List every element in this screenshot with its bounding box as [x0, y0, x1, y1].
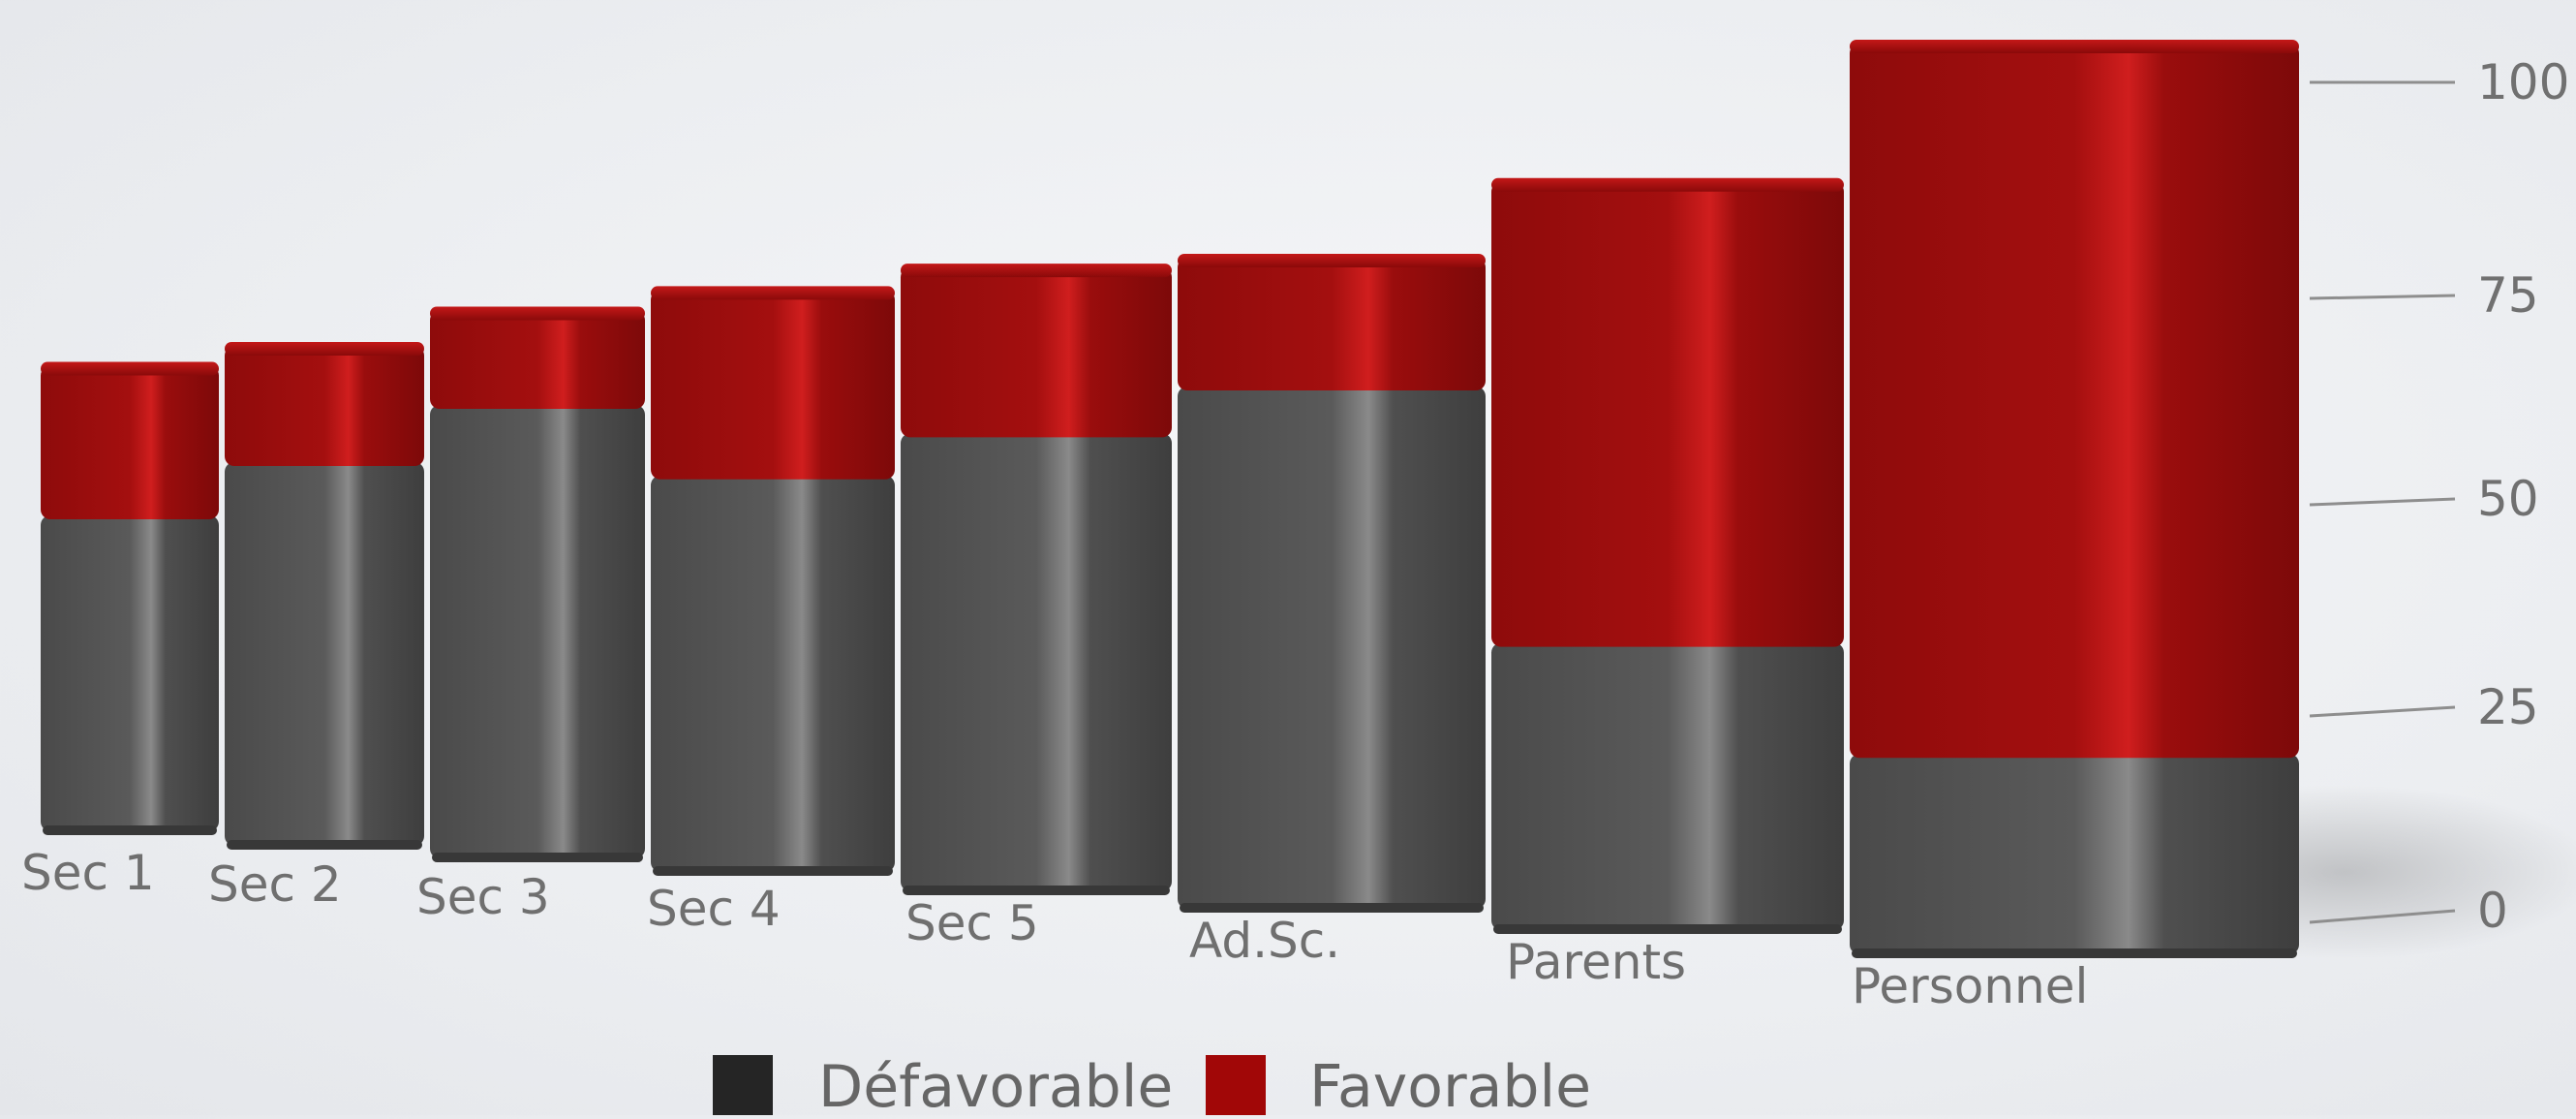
bar-cap-sec-4 — [651, 286, 895, 300]
bar-foot-sec-4 — [653, 866, 893, 876]
bar-cap-ad-sc — [1178, 254, 1486, 267]
bar-favorable-personnel — [1850, 44, 2299, 759]
y-axis: 0 25 50 75 100 — [2309, 54, 2569, 939]
bar-cap-personnel — [1850, 40, 2299, 53]
bar-favorable-sec-5 — [901, 267, 1172, 438]
x-tick-label-sec-2: Sec 2 — [208, 856, 342, 913]
legend-label-defavorable: Défavorable — [818, 1053, 1173, 1115]
bar-favorable-sec-3 — [430, 310, 645, 409]
y-tick-line-0 — [2309, 909, 2456, 924]
bar-group-sec-4 — [651, 286, 895, 876]
x-tick-label-sec-3: Sec 3 — [416, 869, 550, 925]
y-tick-line-50 — [2309, 497, 2456, 507]
y-tick-line-25 — [2309, 705, 2456, 718]
y-tick-label-50: 50 — [2477, 471, 2539, 527]
bar-cap-sec-5 — [901, 264, 1172, 278]
bar-favorable-sec-1 — [41, 365, 219, 519]
bar-group-sec-2 — [225, 342, 424, 850]
bars-layer — [41, 40, 2576, 959]
bar-group-sec-1 — [41, 361, 219, 835]
bar-cap-sec-1 — [41, 361, 219, 376]
x-tick-label-ad-sc: Ad.Sc. — [1189, 913, 1340, 969]
bar-cap-sec-2 — [225, 342, 424, 356]
legend-swatch-favorable — [1206, 1055, 1266, 1115]
bar-cap-sec-3 — [430, 306, 645, 321]
y-tick-label-0: 0 — [2477, 883, 2508, 939]
bar-foot-sec-1 — [43, 825, 217, 835]
bar-foot-sec-5 — [903, 886, 1170, 895]
y-tick-label-25: 25 — [2477, 679, 2539, 735]
x-tick-label-parents: Parents — [1506, 934, 1686, 990]
bar-defavorable-parents — [1491, 642, 1844, 930]
bar-foot-parents — [1493, 924, 1842, 934]
bar-defavorable-sec-2 — [225, 462, 424, 846]
bar-favorable-parents — [1491, 181, 1844, 647]
bar-defavorable-ad-sc — [1178, 387, 1486, 909]
bar-defavorable-personnel — [1850, 754, 2299, 954]
bar-favorable-sec-2 — [225, 346, 424, 466]
bar-foot-personnel — [1852, 948, 2297, 958]
x-tick-label-sec-5: Sec 5 — [905, 895, 1039, 951]
bar-defavorable-sec-3 — [430, 405, 645, 858]
bar-foot-sec-2 — [227, 840, 422, 850]
x-tick-label-sec-1: Sec 1 — [21, 845, 155, 901]
bar-defavorable-sec-1 — [41, 514, 219, 831]
y-tick-label-100: 100 — [2477, 54, 2569, 110]
bar-defavorable-sec-4 — [651, 475, 895, 872]
bar-group-sec-5 — [901, 264, 1172, 895]
bar-foot-sec-3 — [432, 853, 643, 862]
x-tick-label-sec-4: Sec 4 — [647, 881, 781, 937]
bar-favorable-ad-sc — [1178, 258, 1486, 390]
category-labels: Sec 1 Sec 2 Sec 3 Sec 4 Sec 5 Ad.Sc. Parents Pe… — [21, 845, 2088, 1014]
y-tick-label-75: 75 — [2477, 267, 2539, 324]
bar-favorable-sec-4 — [651, 290, 895, 480]
bar-group-ad-sc — [1178, 254, 1486, 913]
legend-label-favorable: Favorable — [1309, 1053, 1591, 1115]
x-tick-label-personnel: Personnel — [1852, 958, 2088, 1014]
bar-defavorable-sec-5 — [901, 433, 1172, 891]
bar-cap-parents — [1491, 177, 1844, 192]
legend: Défavorable Favorable — [713, 1053, 1591, 1119]
legend-swatch-defavorable — [713, 1055, 773, 1115]
bar-group-parents — [1491, 177, 1844, 934]
bar-group-personnel — [1850, 40, 2299, 958]
bar-group-sec-3 — [430, 306, 645, 862]
y-tick-line-75 — [2309, 294, 2456, 300]
bar-foot-ad-sc — [1180, 903, 1484, 913]
